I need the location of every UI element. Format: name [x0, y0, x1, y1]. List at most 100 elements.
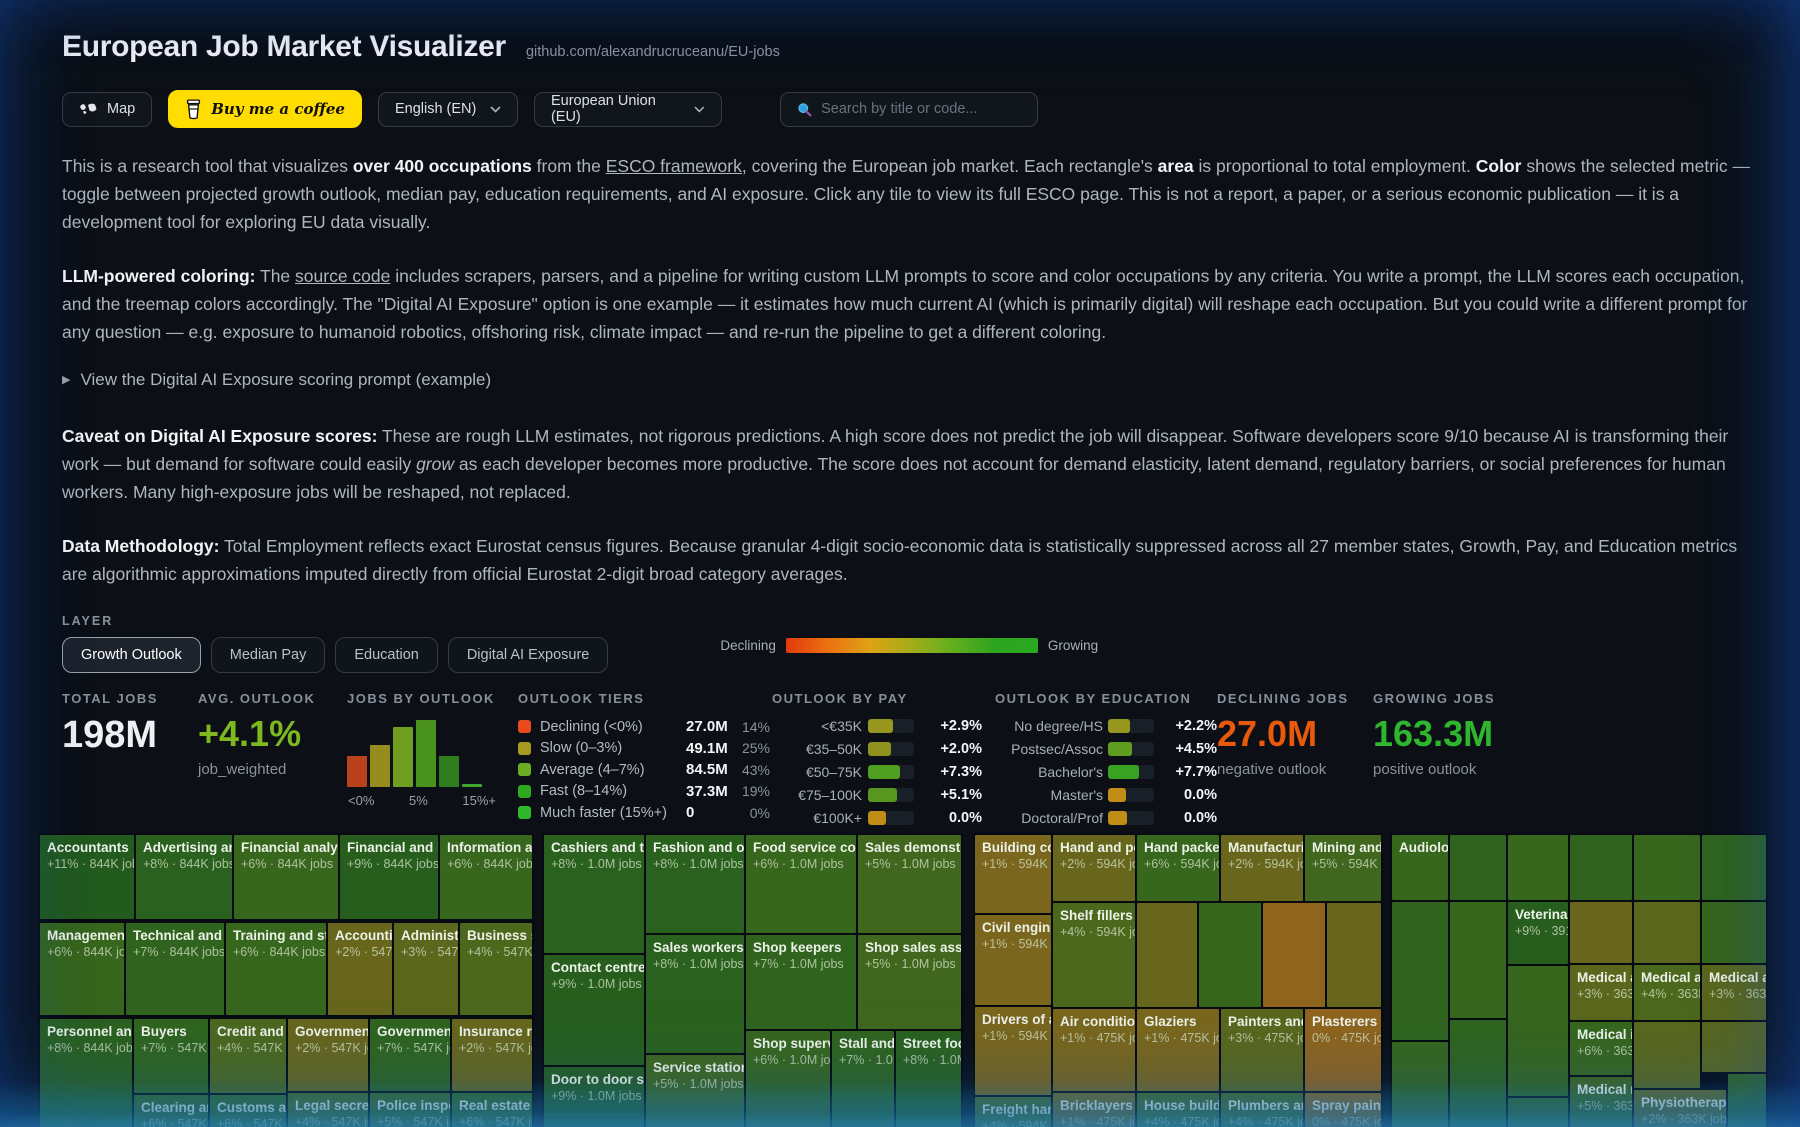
treemap-tile[interactable]: Fashion and other +8% · 1.0M jobs [646, 835, 744, 933]
treemap-tile[interactable]: Government t +7% · 547K jobs [370, 1019, 450, 1091]
treemap-tile[interactable]: Drivers of ar +1% · 594K jo [975, 1007, 1051, 1095]
treemap-tile[interactable] [1508, 966, 1568, 1096]
buy-me-a-coffee-button[interactable]: Buy me a coffee [168, 90, 362, 128]
treemap-tile[interactable]: Medical ima +6% · 363K jo [1570, 1022, 1632, 1075]
metric-bar-percent: 0.0% [1183, 786, 1217, 803]
treemap-tile[interactable] [1634, 902, 1700, 963]
treemap-tile[interactable]: Technical and me +7% · 844K jobs [126, 923, 224, 1015]
treemap-tile[interactable]: Training and staff +6% · 844K jobs [226, 923, 326, 1015]
treemap-tile[interactable] [1634, 1022, 1700, 1088]
treemap-tile[interactable]: Bricklayers an +1% · 475K jobs [1053, 1093, 1135, 1127]
treemap-tile[interactable]: Freight hand +4% · 594K jo [975, 1097, 1051, 1127]
treemap-tile[interactable]: Civil enginee +1% · 594K jo [975, 915, 1051, 1005]
map-button[interactable]: Map [62, 91, 153, 127]
treemap-tile[interactable]: Real estate age +6% · 547K jobs [452, 1093, 532, 1127]
treemap-tile[interactable] [1702, 902, 1766, 963]
treemap-tile[interactable]: Manufacturin +2% · 594K jobs [1221, 835, 1303, 901]
treemap-tile[interactable]: Physiotherapy +2% · 363K jobs [1634, 1090, 1726, 1127]
treemap-tile[interactable]: House builder +4% · 475K jobs [1137, 1093, 1219, 1127]
treemap-tile[interactable] [1450, 902, 1506, 1018]
treemap-tile[interactable] [1450, 1020, 1506, 1127]
treemap-tile[interactable]: Administra +3% · 547K jobs [394, 923, 458, 1015]
treemap-tile[interactable]: Food service count +6% · 1.0M jobs [746, 835, 856, 933]
treemap-tile[interactable] [1702, 1022, 1766, 1072]
tile-occupation-name: Sales workers n [653, 940, 744, 955]
treemap-tile[interactable]: Advertising and m +8% · 844K jobs [136, 835, 232, 919]
region-select[interactable]: European Union (EU) [533, 91, 722, 127]
treemap-tile[interactable]: Government s +2% · 547K jobs [288, 1019, 368, 1091]
repo-link[interactable]: github.com/alexandrucruceanu/EU-jobs [525, 44, 780, 60]
treemap-tile[interactable]: Financial analysts +6% · 844K jobs [234, 835, 338, 919]
treemap-tile[interactable] [1263, 903, 1325, 1007]
treemap-tile[interactable]: Financial and inv +9% · 844K jobs [340, 835, 438, 919]
treemap-tile[interactable]: Hand packers +6% · 594K jobs [1137, 835, 1219, 901]
treemap-tile[interactable]: Medical as +3% · 363K j [1702, 965, 1766, 1020]
treemap-tile[interactable]: Street food sa +8% · 1.0M jobs [896, 1031, 961, 1127]
treemap-tile[interactable] [1199, 903, 1261, 1007]
treemap-tile[interactable]: Buyers +7% · 547K jobs [134, 1019, 208, 1093]
treemap-tile[interactable]: Stall and ma +7% · 1.0M jobs [832, 1031, 894, 1127]
treemap-tile[interactable]: Cashiers and tick +8% · 1.0M jobs [544, 835, 644, 953]
treemap-tile[interactable] [1508, 835, 1568, 900]
treemap-tile[interactable]: Painters and r +3% · 475K jobs [1221, 1009, 1303, 1091]
stat-outlook-by-education: OUTLOOK BY EDUCATION No degree/HS +2.2% Po… [995, 691, 1217, 831]
treemap-tile[interactable]: Veterinaria +9% · 391K j [1508, 902, 1568, 964]
treemap-tile[interactable] [1570, 835, 1632, 900]
treemap-tile[interactable] [1137, 903, 1197, 1007]
treemap-tile[interactable]: Plasterers 0% · 475K jobs [1305, 1009, 1381, 1091]
treemap-tile[interactable]: Hand and pec +2% · 594K jobs [1053, 835, 1135, 901]
tile-occupation-name: Fashion and other [653, 840, 744, 855]
treemap-tile[interactable]: Insurance rep +2% · 547K jobs [452, 1019, 532, 1091]
tile-growth-and-jobs: +8% · 1.0M jobs [551, 857, 642, 871]
treemap-tile[interactable] [1327, 903, 1381, 1007]
prompt-details-toggle[interactable]: ▶ View the Digital AI Exposure scoring p… [62, 366, 1760, 394]
treemap-tile[interactable]: Audiolog [1392, 835, 1448, 900]
treemap-tile[interactable] [1728, 1074, 1766, 1127]
search-input[interactable] [821, 101, 1021, 117]
treemap-tile[interactable]: Shelf fillers +4% · 594K jobs [1053, 903, 1135, 1007]
tile-growth-and-jobs: +7% · 547K jobs [377, 1041, 450, 1055]
treemap-tile[interactable]: Accountants +11% · 844K jobs [40, 835, 134, 919]
treemap-tile[interactable]: Medical ar +4% · 363K j [1634, 965, 1700, 1020]
treemap-tile[interactable]: Medical ar +3% · 363K j [1570, 965, 1632, 1020]
treemap-tile[interactable]: Personnel and c +8% · 844K jobs [40, 1019, 132, 1127]
treemap-tile[interactable]: Sales demonstrato +5% · 1.0M jobs [858, 835, 961, 933]
treemap-tile[interactable]: Accounting +2% · 547K jobs [328, 923, 392, 1015]
treemap-tile[interactable]: Shop keepers +7% · 1.0M jobs [746, 935, 856, 1029]
treemap-tile[interactable]: Building cor +1% · 594K jo [975, 835, 1051, 913]
treemap-tile[interactable] [1450, 835, 1506, 900]
layer-button-education[interactable]: Education [335, 637, 438, 673]
layer-button-median-pay[interactable]: Median Pay [210, 637, 326, 673]
treemap-tile[interactable]: Management a +6% · 844K jobs [40, 923, 124, 1015]
treemap-tile[interactable]: Clearing and +6% · 547K jobs [134, 1095, 208, 1127]
treemap-tile[interactable]: Mining and q +5% · 594K jobs [1305, 835, 1381, 901]
treemap-tile[interactable]: Police inspecto +5% · 547K jobs [370, 1093, 450, 1127]
treemap-tile[interactable]: Legal secret +4% · 547K jobs [288, 1093, 368, 1127]
language-select[interactable]: English (EN) [377, 91, 518, 127]
treemap-tile[interactable] [1392, 1042, 1448, 1127]
treemap-tile[interactable]: Business se +4% · 547K jobs [460, 923, 532, 1015]
layer-button-digital-ai-exposure[interactable]: Digital AI Exposure [447, 637, 609, 673]
treemap-tile[interactable]: Information and c +6% · 844K jobs [440, 835, 532, 919]
treemap-tile[interactable] [1702, 835, 1766, 900]
treemap-tile[interactable]: Sales workers n +8% · 1.0M jobs [646, 935, 744, 1053]
treemap-tile[interactable]: Plumbers and +4% · 475K jobs [1221, 1093, 1303, 1127]
treemap-tile[interactable]: Credit and lo +4% · 547K jobs [210, 1019, 286, 1093]
treemap-tile[interactable]: Air conditioni +1% · 475K jobs [1053, 1009, 1135, 1091]
treemap-tile[interactable]: Door to door sal +9% · 1.0M jobs [544, 1067, 644, 1127]
treemap-tile[interactable] [1634, 835, 1700, 900]
treemap-tile[interactable] [1570, 902, 1632, 963]
layer-button-growth-outlook[interactable]: Growth Outlook [62, 637, 201, 673]
treemap-tile[interactable]: Customs and +6% · 547K jobs [210, 1095, 286, 1127]
treemap-tile[interactable]: Shop superv +6% · 1.0M jobs [746, 1031, 830, 1127]
treemap-tile[interactable]: Contact centre sa +9% · 1.0M jobs [544, 955, 644, 1065]
treemap-tile[interactable] [1392, 902, 1448, 1040]
treemap-tile[interactable]: Glaziers +1% · 475K jobs [1137, 1009, 1219, 1091]
treemap-tile[interactable]: Service station a +5% · 1.0M jobs [646, 1055, 744, 1127]
search-box[interactable] [779, 91, 1038, 127]
treemap-tile[interactable] [1508, 1098, 1568, 1127]
treemap-tile[interactable]: Spray painters 0% · 475K jobs [1305, 1093, 1381, 1127]
metric-bar-percent: +4.5% [1175, 740, 1217, 757]
treemap-tile[interactable]: Shop sales assistant +5% · 1.0M jobs [858, 935, 961, 1029]
